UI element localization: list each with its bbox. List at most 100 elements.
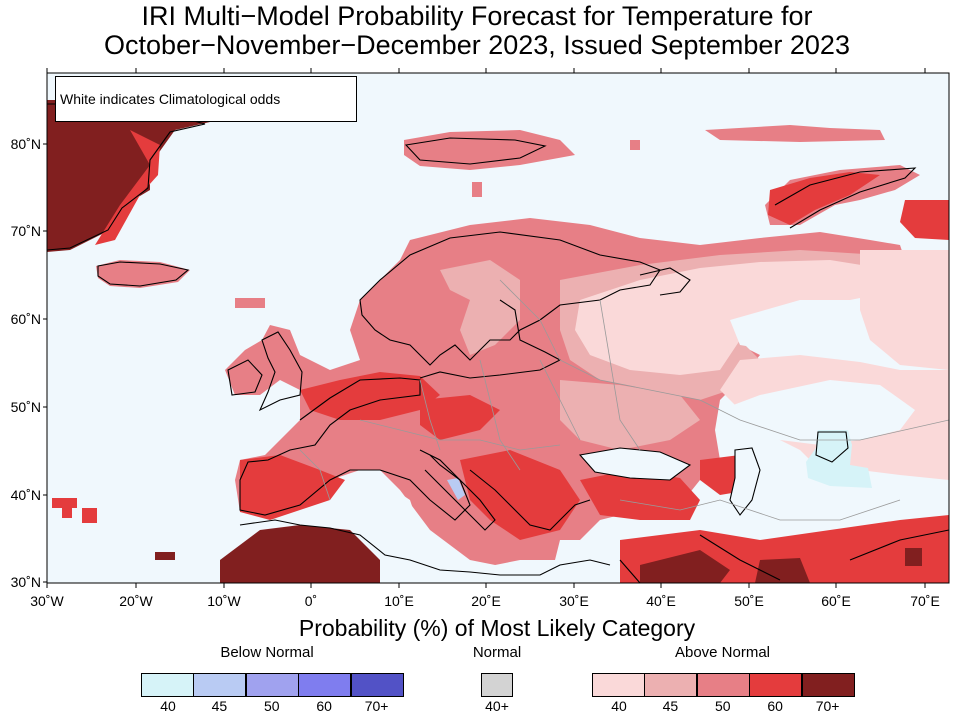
lon-label: 20˚W [119,593,153,609]
arctic-patch-2 [630,140,640,150]
coast-white-sea [639,267,691,296]
below-normal-swatch [141,673,194,697]
above-normal-label: Above Normal [674,644,771,661]
iceland-region [96,260,190,288]
coast-ireland [227,359,263,396]
above-normal-value-label: 40 [611,698,627,714]
border-1 [419,379,441,451]
climatology-east-2 [720,380,915,445]
lon-label: 60˚E [821,593,851,609]
lon-label: 30˚W [30,593,64,609]
coast-west-europe [239,377,471,521]
above-normal-value-label: 60 [767,698,783,714]
coast-aral [815,431,849,463]
map-title-line-2: October−November−December 2023, Issued S… [104,30,850,60]
lon-label: 0˚ [305,593,317,609]
below-normal-value-label: 45 [211,698,228,714]
below-normal-value-label: 70+ [364,698,389,714]
coast-novaya-zemlya [774,167,917,229]
caspian-sea [730,448,760,515]
border-7 [699,399,949,441]
central-europe-hot [300,372,440,420]
legend-title: Probability (%) of Most Likely Category [298,615,696,641]
climatology-note: White indicates Climatological odds [60,91,281,107]
alps-hot [420,395,500,440]
coast-iceland [97,261,190,287]
arabia-dark [640,550,730,583]
border-3 [539,359,581,441]
franz-josef-region [705,125,885,142]
lat-label: 80˚N [11,136,41,152]
climatology-note-box: White indicates Climatological odds [55,76,357,122]
lat-label: 50˚N [11,399,41,415]
atlantic-patch-2 [62,508,72,518]
normal-label: Normal [472,644,522,661]
border-9 [619,499,901,521]
lon-label: 50˚E [734,593,764,609]
lat-label: 70˚N [11,223,41,239]
normal-value-label: 40+ [485,698,509,714]
lat-label: 60˚N [11,311,41,327]
iran-dark [755,558,810,583]
iberia-hot [240,455,345,520]
below-normal-label: Below Normal [220,644,314,661]
svalbard-region [404,130,575,170]
above-normal-swatch [696,673,750,697]
climatology-east-1 [730,300,860,350]
above-normal-value-label: 70+ [815,698,840,714]
coast-balkans-greece [469,469,591,531]
atlantic-patch-3 [82,508,97,523]
below-normal-value-label: 40 [160,698,176,714]
yamal-region [900,200,949,240]
above-normal-swatch [749,673,803,697]
coast-black-sea [578,447,692,481]
lon-label: 30˚E [559,593,589,609]
latitude-labels: 80˚N 70˚N 60˚N 50˚N 40˚N 30˚N [11,136,41,590]
black-sea [580,448,690,480]
arctic-patch-1 [472,182,482,197]
mediterranean-sea [345,480,590,583]
north-russia-region [575,260,900,375]
lat-label: 30˚N [11,574,41,590]
adriatic-below [447,478,465,500]
lon-label: 40˚E [646,593,676,609]
above-normal-swatch [801,673,855,697]
coast-north-africa [239,519,611,576]
scandinavia-region [440,260,520,355]
ukraine-region [560,380,700,450]
greenland-region [47,100,210,252]
below-normal-swatch [193,673,247,697]
coast-britain [258,331,303,412]
canary-patch [155,552,175,560]
coast-caspian [729,447,761,516]
north-africa-dark [220,525,380,583]
country-borders [299,279,949,521]
below-normal-swatch [298,673,352,697]
aral-below-normal [806,430,872,488]
lon-label: 10˚E [384,593,414,609]
coast-arabia [619,529,949,583]
axis-ticks [43,68,926,588]
border-4 [599,299,641,451]
lon-label: 20˚E [471,593,501,609]
border-10 [499,279,541,321]
lon-label: 70˚E [910,593,940,609]
border-2 [479,359,521,471]
longitude-labels: 30˚W 20˚W 10˚W 0˚ 10˚E 20˚E 30˚E 40˚E 50˚E 60˚E 70… [30,593,940,609]
coast-svalbard [404,137,547,165]
above-normal-swatch [592,673,645,697]
coast-italy [419,449,496,531]
probability-field [47,100,949,583]
atlantic-patch-1 [52,498,77,508]
north-sea-patch [235,298,265,308]
anatolia-hot [580,470,700,520]
above-normal-value-label: 45 [662,698,679,714]
border-5 [359,419,561,451]
coast-baltic [419,299,562,379]
border-6 [539,319,701,401]
novaya-zemlya-core [768,172,880,225]
normal-swatch [481,673,513,697]
west-siberia-region [860,250,949,370]
persian-dark [905,548,922,566]
